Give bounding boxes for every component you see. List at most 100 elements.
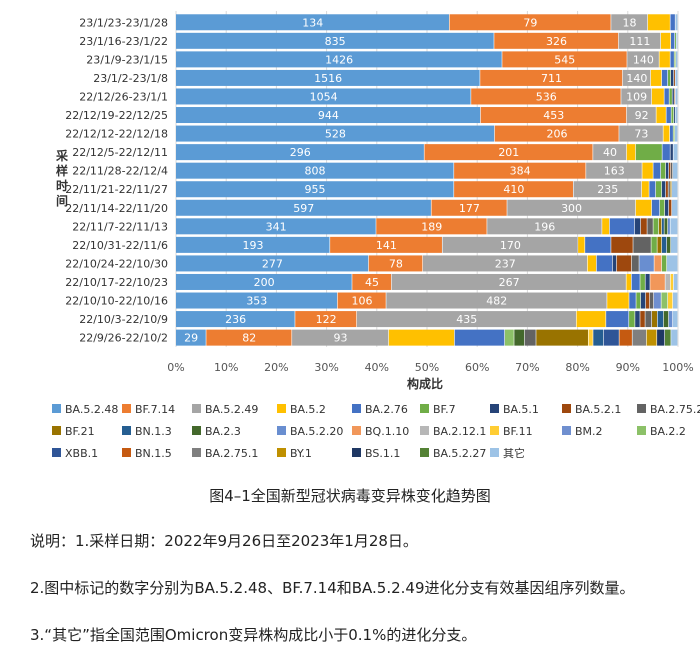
x-tick-label: 60% <box>465 361 489 374</box>
category-labels: 23/1/23-23/1/28 23/1/16-23/1/22 23/1/9-23/… <box>65 16 168 344</box>
legend-item: BA.2.75.1 <box>192 447 258 460</box>
category-label: 22/11/14-22/11/20 <box>65 202 168 215</box>
bar-segment-BN.1.3 <box>657 311 664 328</box>
data-label: 597 <box>293 202 314 215</box>
bar-segment-BA.2.76 <box>664 88 669 105</box>
bar-segment-BA.5.2 <box>656 107 666 124</box>
bar-segment-其它 <box>672 292 678 309</box>
bar-segment-BA.5.2.48 <box>176 218 376 235</box>
bar-segment-BF.7.14 <box>368 255 423 272</box>
bar-segment-BA.5.2.48 <box>176 32 494 49</box>
category-label: 22/10/3-22/10/9 <box>79 313 168 326</box>
bar-segment-BF.7 <box>659 199 665 216</box>
bar-segment-BF.7 <box>635 144 662 161</box>
bar-segment-BA.5.2.20 <box>639 255 654 272</box>
legend-item: BS.1.1 <box>352 447 400 460</box>
legend-label: BF.7 <box>433 403 456 416</box>
legend-swatch <box>122 426 131 435</box>
bar-segment-BA.5.2 <box>663 125 670 142</box>
bar-segment-BF.7.14 <box>431 199 507 216</box>
legend-label: 其它 <box>503 446 525 460</box>
bar-segment-BA.5.2.49 <box>622 69 651 86</box>
bar-segment-BA.2.12.1 <box>665 273 671 290</box>
legend-label: BY.1 <box>290 447 312 460</box>
data-label: 73 <box>634 128 648 141</box>
bar-segment-BA.2.76 <box>662 144 670 161</box>
bar-segment-BA.5.1 <box>661 181 666 198</box>
category-label: 22/12/19-22/12/25 <box>65 109 168 122</box>
bar-segment-BA.5.2.20 <box>667 218 670 235</box>
bar-segment-BA.5.2.49 <box>487 218 602 235</box>
bar-segment-BA.5.2.49 <box>621 88 652 105</box>
bar-segment-其它 <box>674 125 678 142</box>
data-label: 163 <box>604 165 625 178</box>
bar-segment-BF.7.14 <box>471 88 621 105</box>
category-label: 22/10/10-22/10/16 <box>65 295 168 308</box>
bar-segment-BA.5.2 <box>642 162 653 179</box>
category-label: 22/12/12-22/12/18 <box>65 128 168 141</box>
legend-label: BA.5.2.48 <box>65 403 118 416</box>
bar-segment-其它 <box>676 32 678 49</box>
bar-area: 134 79 18 835 326 111 1426 545 140 1516 711 140 1054… <box>176 14 678 346</box>
legend-item: BA.2.12.1 <box>420 425 486 438</box>
bar-segment-BF.7.14 <box>295 311 357 328</box>
bar-segment-BA.5.2.1 <box>665 181 668 198</box>
bar-segment-BA.5.2.48 <box>176 125 495 142</box>
bar-segment-BA.5.1 <box>645 273 650 290</box>
legend-item: BA.2.2 <box>637 425 686 438</box>
bar-segment-BA.5.2 <box>587 255 597 272</box>
legend-swatch <box>52 404 61 413</box>
bar-segment-BF.7.14 <box>494 32 619 49</box>
legend-item: BQ.1.10 <box>352 425 409 438</box>
legend-label: BA.2.12.1 <box>433 425 486 438</box>
note-1: 说明：1.采样日期：2022年9月26日至2023年1月28日。 <box>30 532 418 550</box>
bar-segment-BA.5.2 <box>660 32 671 49</box>
bar-segment-BA.5.2 <box>388 329 455 346</box>
bar-segment-BA.5.2 <box>602 218 610 235</box>
legend-label: BF.7.14 <box>135 403 175 416</box>
bar-segment-BF.7 <box>674 51 676 68</box>
legend-swatch <box>192 404 201 413</box>
bar-segment-BA.5.2.48 <box>176 181 454 198</box>
data-label: 453 <box>543 109 564 122</box>
variant-chart: 134 79 18 835 326 111 1426 545 140 1516 711 140 1054… <box>52 11 700 460</box>
bar-segment-BA.2.75.2 <box>649 292 654 309</box>
data-label: 341 <box>266 220 287 233</box>
data-label: 109 <box>626 90 647 103</box>
bar-segment-BA.5.2.49 <box>356 311 576 328</box>
x-tick-label: 20% <box>264 361 288 374</box>
bar-segment-BA.5.2.48 <box>176 255 369 272</box>
legend-item: BM.2 <box>562 425 603 438</box>
bar-segment-BF.7 <box>653 218 659 235</box>
bar-segment-BA.2.2 <box>504 329 514 346</box>
bar-segment-BF.11 <box>667 292 673 309</box>
bar-segment-其它 <box>673 273 678 290</box>
legend-label: BQ.1.10 <box>365 425 409 438</box>
legend-label: BA.2.2 <box>650 425 686 438</box>
bar-segment-其它 <box>670 218 678 235</box>
legend-swatch <box>52 448 61 457</box>
data-label: 410 <box>503 183 524 196</box>
bar-segment-BA.2.76 <box>669 125 673 142</box>
bar-segment-BF.11 <box>670 273 674 290</box>
bar-segment-BA.5.2.1 <box>668 162 671 179</box>
figure-caption: 图4–1全国新型冠状病毒变异株变化趋势图 <box>209 487 491 505</box>
data-label: 18 <box>623 16 637 29</box>
legend-label: BA.2.3 <box>205 425 241 438</box>
bar-segment-其它 <box>675 107 678 124</box>
note-3: 3.“其它”指全国范围Omicron变异株构成比小于0.1%的进化分支。 <box>30 626 477 644</box>
bar-segment-BA.5.2 <box>576 311 606 328</box>
data-label: 235 <box>597 183 618 196</box>
bar-segment-BF.7.14 <box>480 107 627 124</box>
data-label: 206 <box>547 128 568 141</box>
bar-segment-BA.5.2.1 <box>645 292 650 309</box>
data-label: 79 <box>523 16 537 29</box>
bar-segment-BA.5.1 <box>670 69 674 86</box>
legend-item: BF.11 <box>490 425 533 438</box>
bar-segment-BA.2.76 <box>666 107 671 124</box>
data-label: 140 <box>626 72 647 85</box>
bar-segment-BA.2.76 <box>661 69 668 86</box>
legend-item: BN.1.3 <box>122 425 172 438</box>
category-label: 22/12/5-22/12/11 <box>72 146 168 159</box>
bar-segment-其它 <box>666 255 678 272</box>
